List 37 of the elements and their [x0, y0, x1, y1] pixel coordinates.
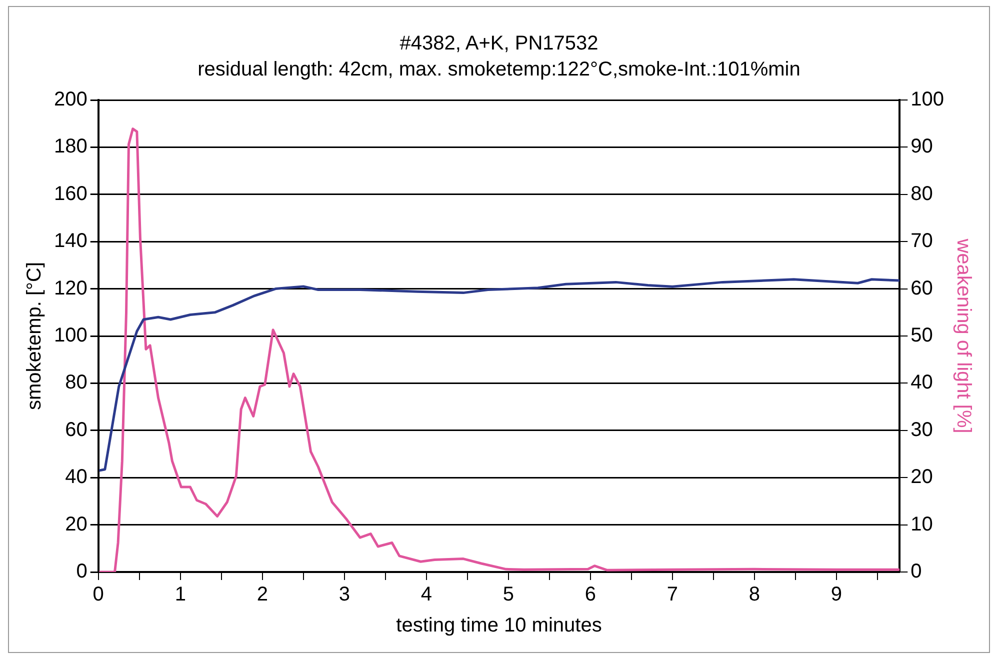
x-tick-label: 4 [420, 584, 432, 606]
y-axis-title: smoketemp. [°C] [24, 262, 46, 410]
x-tick-label: 0 [92, 584, 104, 606]
y-tick-label: 20 [65, 513, 88, 536]
y2-tick-label: 90 [910, 136, 933, 158]
x-tick-label: 3 [338, 584, 350, 606]
y2-axis-title: weakening of light [%] [952, 238, 974, 434]
y-tick-label: 0 [76, 560, 88, 583]
y-tick-label: 200 [54, 88, 88, 111]
y-tick-label: 60 [65, 418, 88, 441]
y-tick-label: 140 [54, 230, 88, 252]
y2-tick-label: 30 [910, 418, 933, 441]
x-tick-label: 7 [666, 584, 678, 606]
y-tick-label: 120 [54, 277, 88, 300]
chart-title: #4382, A+K, PN17532 [400, 32, 598, 55]
chart-subtitle: residual length: 42cm, max. smoketemp:122°C,smoke-Int.:101%min [198, 58, 800, 81]
y-tick-label: 180 [54, 136, 88, 158]
x-tick-label: 1 [174, 584, 186, 606]
x-tick-label: 6 [584, 584, 596, 606]
y2-tick-label: 10 [910, 513, 933, 536]
y-tick-label: 40 [65, 466, 88, 488]
x-tick-label: 5 [502, 584, 514, 606]
y2-tick-label: 80 [910, 182, 933, 205]
y2-tick-label: 50 [910, 324, 933, 347]
y-tick-label: 160 [54, 182, 88, 205]
y-tick-label: 100 [54, 324, 88, 347]
x-axis-title: testing time 10 minutes [396, 614, 602, 637]
y2-tick-label: 100 [910, 88, 944, 111]
y2-tick-label: 40 [910, 372, 933, 394]
x-tick-label: 9 [830, 584, 842, 606]
x-tick-label: 8 [748, 584, 760, 606]
y2-tick-label: 0 [910, 560, 922, 583]
y-tick-label: 80 [65, 372, 88, 394]
y2-tick-label: 60 [910, 277, 933, 300]
y2-tick-label: 20 [910, 466, 933, 488]
y2-tick-label: 70 [910, 230, 933, 252]
x-tick-label: 2 [256, 584, 268, 606]
